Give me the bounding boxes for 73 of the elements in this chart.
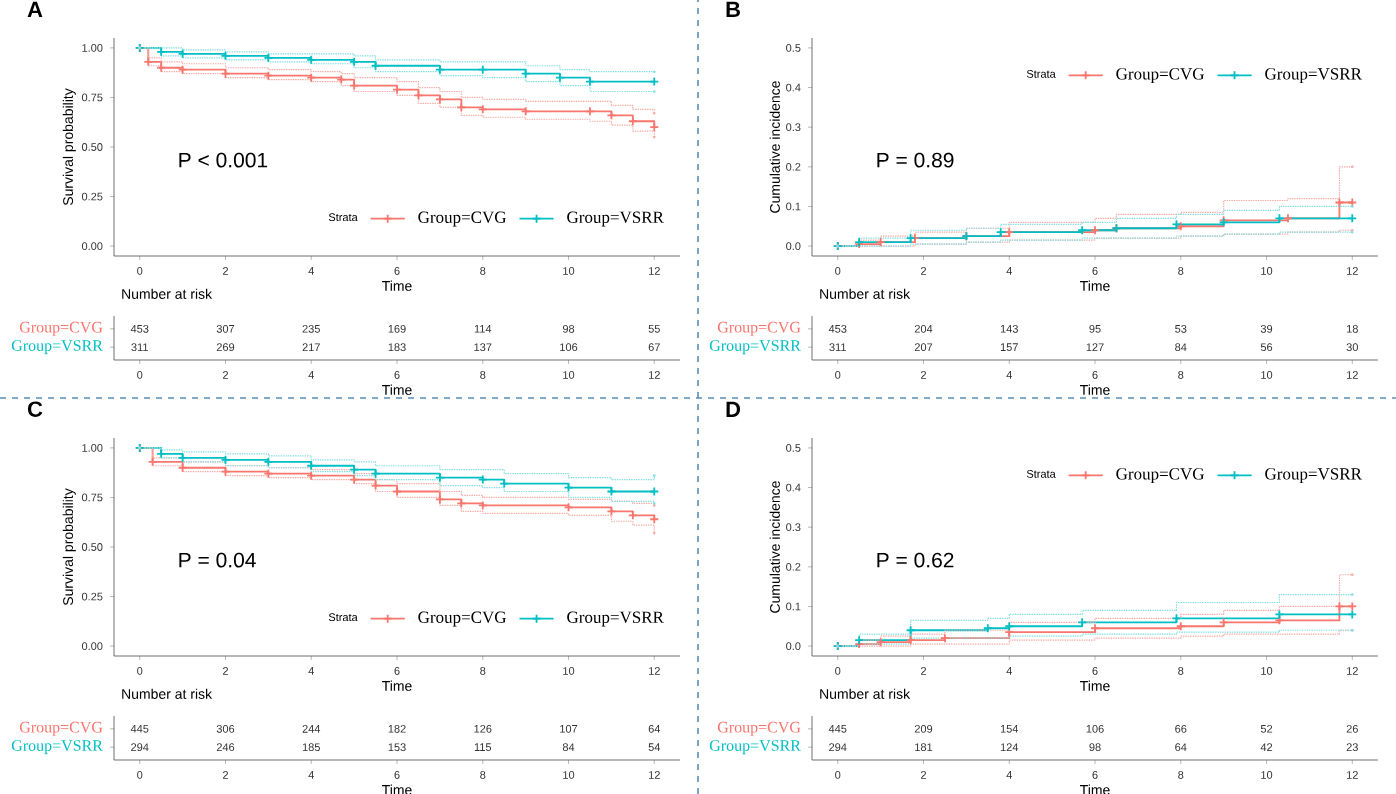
y-tick-label: Group=VSRR <box>709 740 801 755</box>
point <box>477 64 488 75</box>
legend-label: Group=CVG <box>418 611 507 627</box>
point <box>143 56 154 67</box>
point <box>477 500 488 511</box>
y-tick-label: Group=CVG <box>19 321 103 336</box>
y-tick-label: Group=CVG <box>717 321 801 336</box>
point <box>177 48 188 59</box>
point <box>147 456 158 467</box>
legend-label: Group=VSRR <box>1265 468 1362 484</box>
point <box>1090 623 1100 634</box>
legend-label: Group=VSRR <box>1265 68 1362 84</box>
point <box>627 510 638 521</box>
annotation: P = 0.89 <box>877 152 954 168</box>
legend-label: Group=CVG <box>418 211 507 227</box>
y-tick-label: Group=CVG <box>19 721 103 736</box>
point <box>456 102 467 113</box>
legend-label: Group=CVG <box>1116 68 1205 84</box>
point <box>520 106 531 117</box>
y-tick-label: Group=VSRR <box>11 340 103 355</box>
y-tick-label: Group=VSRR <box>11 740 103 755</box>
point <box>1004 621 1015 632</box>
point <box>477 474 488 485</box>
point <box>177 452 188 463</box>
point <box>306 72 317 83</box>
point <box>585 76 595 87</box>
y-tick-label: Group=CVG <box>717 721 801 736</box>
point <box>177 64 188 75</box>
point <box>263 456 274 467</box>
legend-label: Group=VSRR <box>567 211 664 227</box>
point <box>627 116 638 127</box>
chart-title: C <box>27 401 43 417</box>
point <box>349 56 360 67</box>
point <box>306 54 317 65</box>
point <box>1274 609 1285 620</box>
point <box>1175 621 1186 632</box>
y-tick-label: Group=VSRR <box>709 340 801 355</box>
annotation: P = 0.62 <box>877 552 954 568</box>
point <box>177 462 188 473</box>
point <box>982 623 993 634</box>
point <box>875 637 886 648</box>
legend-label: Group=VSRR <box>567 611 664 627</box>
point <box>585 106 595 117</box>
point <box>477 104 488 115</box>
annotation: P = 0.04 <box>179 552 256 568</box>
point <box>905 625 916 636</box>
chart-title: B <box>726 1 740 17</box>
point <box>306 460 317 471</box>
point <box>1283 213 1293 224</box>
point <box>156 448 167 459</box>
point <box>434 472 445 483</box>
point <box>263 468 274 479</box>
legend-label: Group=CVG <box>1116 468 1205 484</box>
point <box>1218 617 1229 628</box>
chart-title: D <box>726 401 741 417</box>
point <box>434 64 445 75</box>
point <box>336 74 347 85</box>
point <box>263 70 274 81</box>
point <box>905 635 916 646</box>
point <box>1090 225 1100 236</box>
point <box>940 633 950 644</box>
point <box>263 52 274 63</box>
point <box>555 72 565 83</box>
point <box>1274 213 1285 224</box>
point <box>156 46 167 57</box>
point <box>1077 225 1088 236</box>
chart-title: A <box>27 1 43 17</box>
point <box>905 233 916 244</box>
point <box>306 470 317 481</box>
annotation: P < 0.001 <box>179 152 268 168</box>
point <box>520 68 531 79</box>
point <box>995 227 1006 238</box>
point <box>875 237 886 248</box>
